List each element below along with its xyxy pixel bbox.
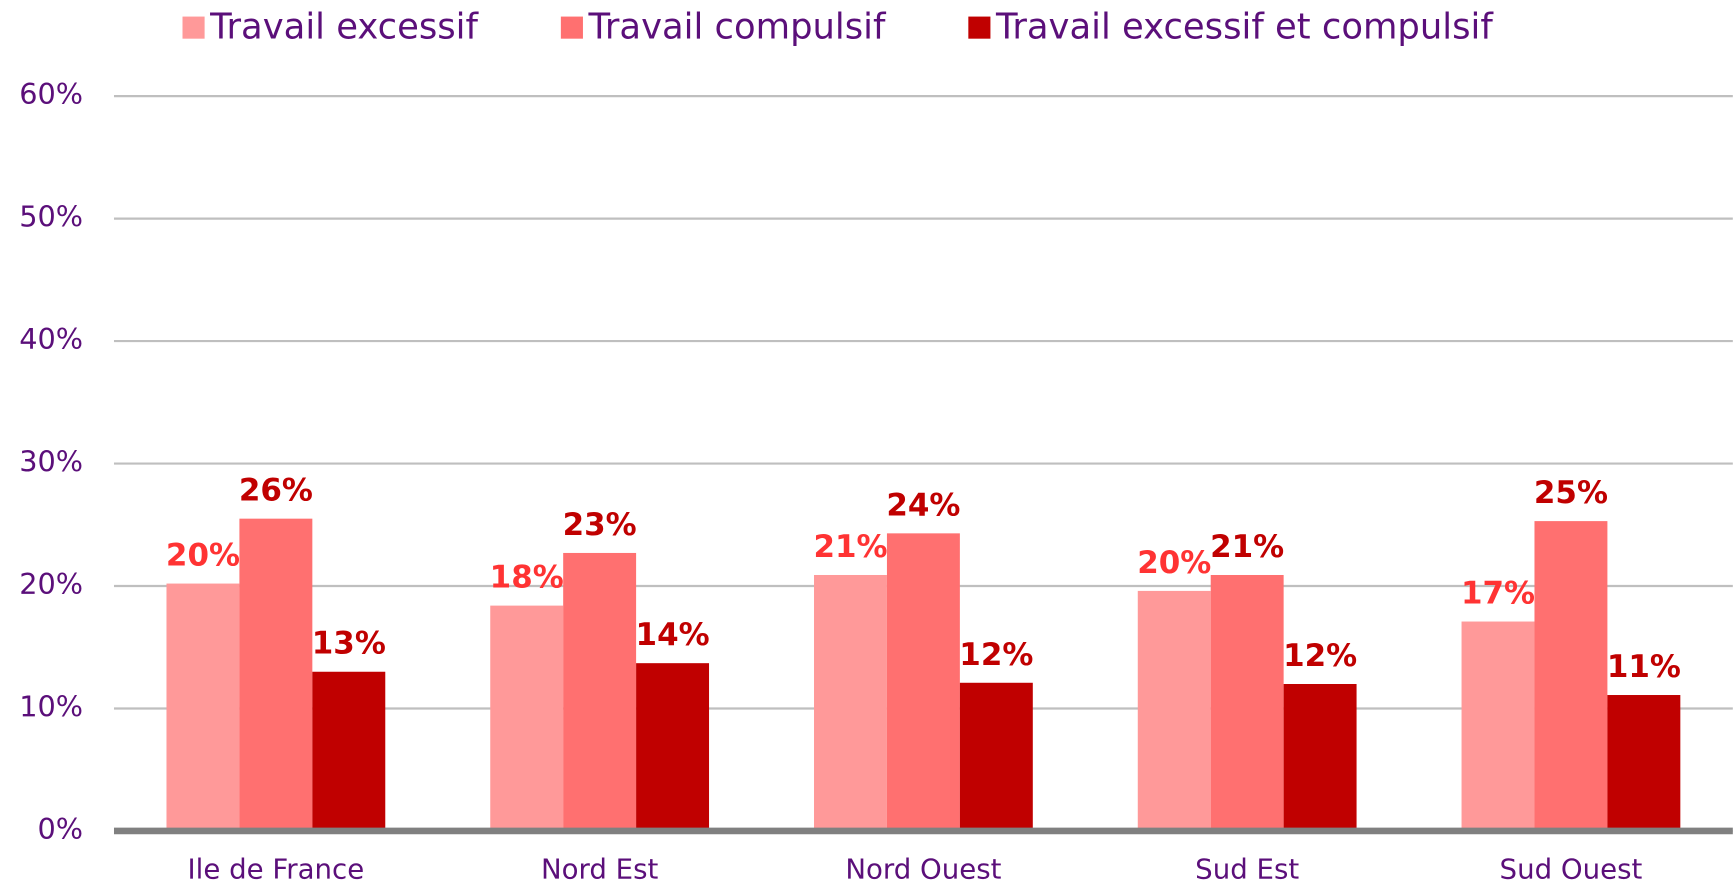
bar <box>1283 683 1357 831</box>
bar <box>239 518 313 831</box>
value-label: 14% <box>636 617 710 653</box>
y-tick-label: 0% <box>37 812 83 846</box>
bar <box>636 663 710 831</box>
bar <box>1210 574 1284 831</box>
x-tick-label: Sud Ouest <box>1500 853 1643 884</box>
bar <box>312 671 386 831</box>
bar <box>490 605 564 831</box>
bar <box>814 574 887 831</box>
x-tick-label: Nord Ouest <box>845 853 1001 884</box>
legend-swatch <box>560 16 583 39</box>
legend-swatch <box>968 16 991 39</box>
y-tick-label: 50% <box>19 200 83 234</box>
x-tick-label: Ile de France <box>188 853 365 884</box>
value-label: 21% <box>813 529 887 565</box>
bar <box>886 533 960 831</box>
legend-label: Travail excessif <box>209 7 479 48</box>
y-tick-label: 60% <box>19 77 83 111</box>
value-label: 12% <box>959 637 1033 673</box>
value-label: 13% <box>312 626 386 662</box>
bar <box>1461 621 1535 831</box>
value-label: 11% <box>1607 649 1681 685</box>
value-label: 18% <box>490 560 564 596</box>
value-label: 20% <box>1137 545 1211 581</box>
value-label: 26% <box>239 473 313 509</box>
value-label: 17% <box>1461 576 1535 612</box>
bar <box>1534 521 1608 831</box>
value-label: 12% <box>1283 638 1357 674</box>
value-label: 25% <box>1534 475 1608 511</box>
value-label: 20% <box>166 538 240 574</box>
y-tick-label: 40% <box>19 322 83 356</box>
legend-swatch <box>182 16 205 39</box>
bar <box>1607 695 1681 831</box>
y-tick-label: 10% <box>19 689 83 723</box>
bar <box>1137 590 1211 831</box>
legend-label: Travail compulsif <box>587 7 887 48</box>
x-tick-label: Nord Est <box>541 853 659 884</box>
bar <box>563 552 637 831</box>
value-label: 21% <box>1210 529 1284 565</box>
y-tick-label: 30% <box>19 445 83 479</box>
y-tick-label: 20% <box>19 567 83 601</box>
bar <box>166 583 240 831</box>
value-label: 24% <box>886 487 960 523</box>
value-label: 23% <box>563 507 637 543</box>
legend-label: Travail excessif et compulsif <box>995 7 1494 48</box>
x-tick-label: Sud Est <box>1195 853 1299 884</box>
bar <box>959 682 1033 831</box>
